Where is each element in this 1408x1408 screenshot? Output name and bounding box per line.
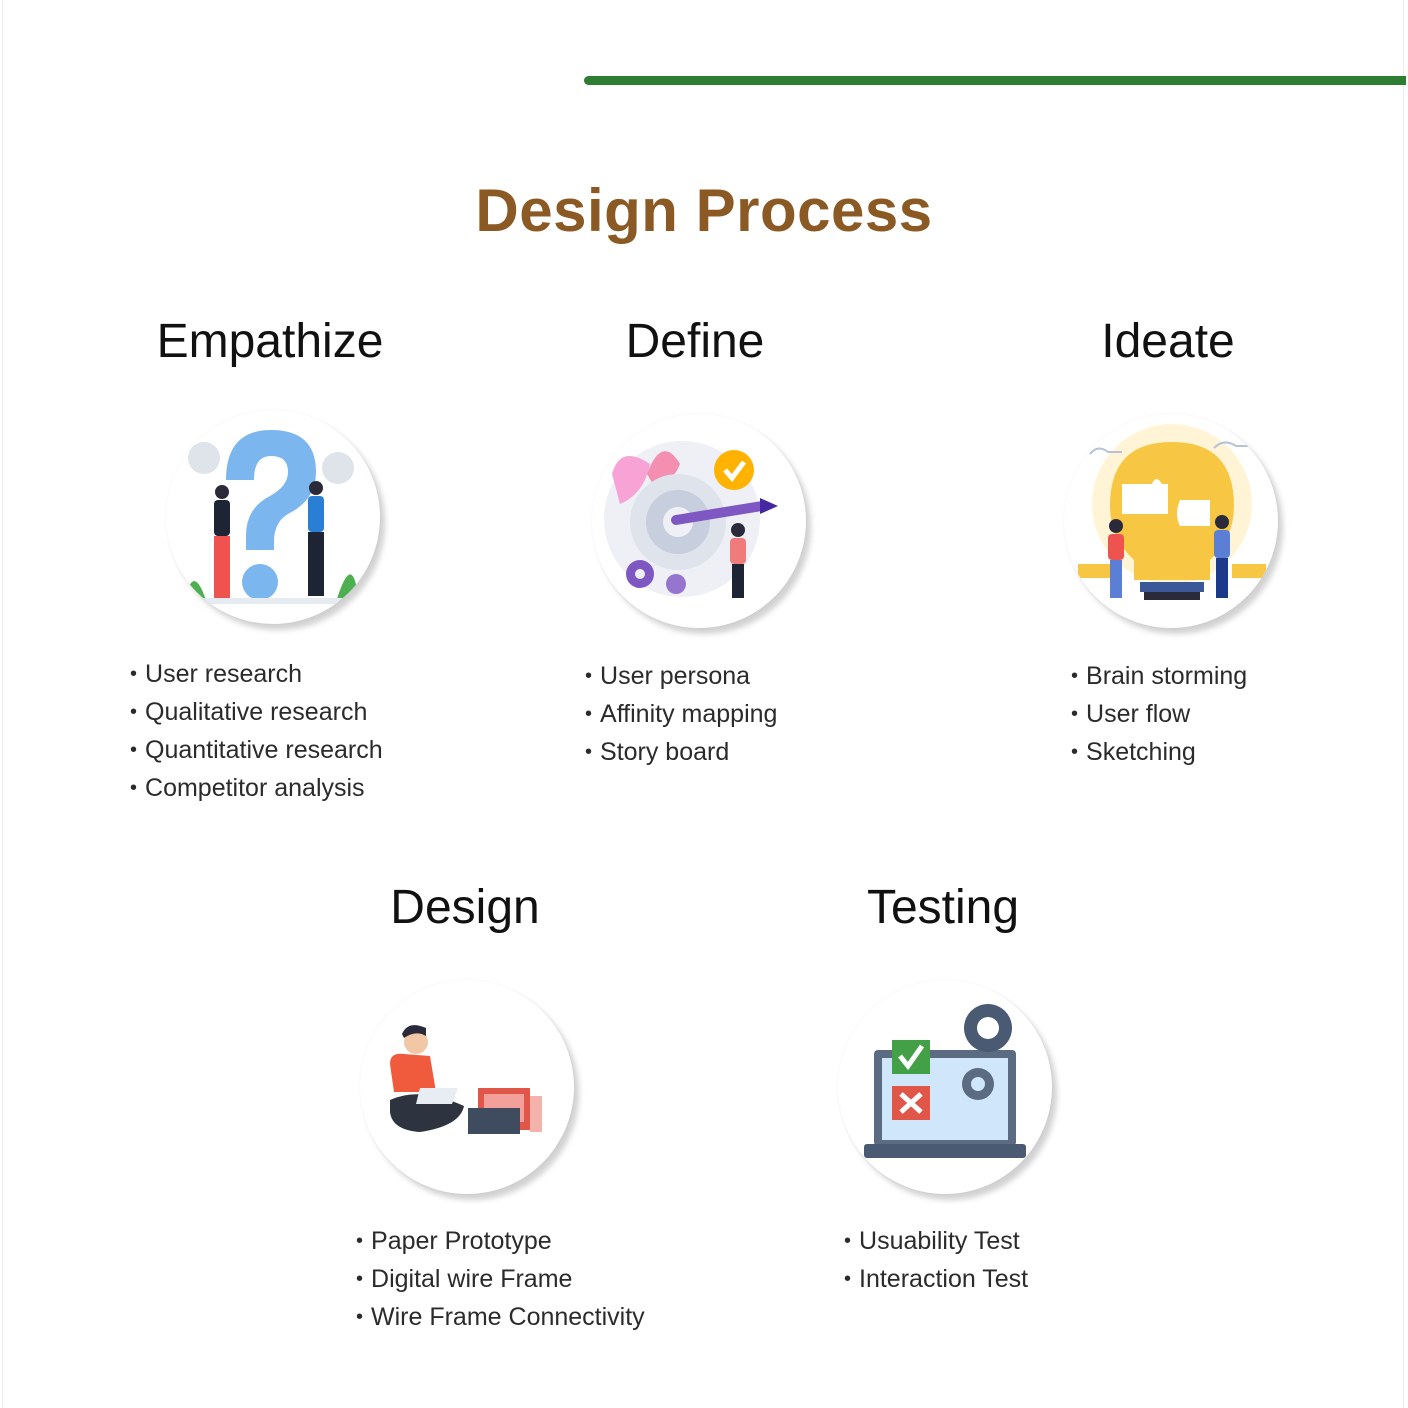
stage-heading: Define	[625, 315, 765, 368]
testing-gears-icon	[838, 980, 1052, 1194]
list-item: Paper Prototype	[356, 1223, 645, 1261]
list-item: Quantitative research	[130, 732, 383, 770]
stage-items: Paper Prototype Digital wire Frame Wire …	[356, 1223, 645, 1337]
list-item: Competitor analysis	[130, 770, 383, 808]
list-item: Affinity mapping	[585, 696, 777, 734]
list-item: Brain storming	[1071, 658, 1247, 696]
list-item: Interaction Test	[844, 1261, 1028, 1299]
list-item: Sketching	[1071, 734, 1247, 772]
question-people-icon	[166, 410, 380, 624]
list-item: Wire Frame Connectivity	[356, 1299, 645, 1337]
lightbulb-puzzle-icon	[1064, 414, 1278, 628]
stage-items: Brain storming User flow Sketching	[1071, 658, 1247, 772]
stage-heading: Design	[390, 881, 540, 934]
stage-heading: Ideate	[1101, 315, 1235, 368]
list-item: Story board	[585, 734, 777, 772]
list-item: Digital wire Frame	[356, 1261, 645, 1299]
stage-items: User research Qualitative research Quant…	[130, 656, 383, 808]
list-item: Usuability Test	[844, 1223, 1028, 1261]
list-item: User research	[130, 656, 383, 694]
list-item: User flow	[1071, 696, 1247, 734]
stage-items: User persona Affinity mapping Story boar…	[585, 658, 777, 772]
list-item: User persona	[585, 658, 777, 696]
list-item: Qualitative research	[130, 694, 383, 732]
stage-heading: Testing	[866, 881, 1020, 934]
target-dart-icon	[592, 414, 806, 628]
page-title: Design Process	[475, 177, 933, 244]
stage-items: Usuability Test Interaction Test	[844, 1223, 1028, 1299]
designer-laptop-icon	[360, 980, 574, 1194]
accent-bar	[584, 76, 1406, 85]
stage-heading: Empathize	[156, 315, 384, 368]
